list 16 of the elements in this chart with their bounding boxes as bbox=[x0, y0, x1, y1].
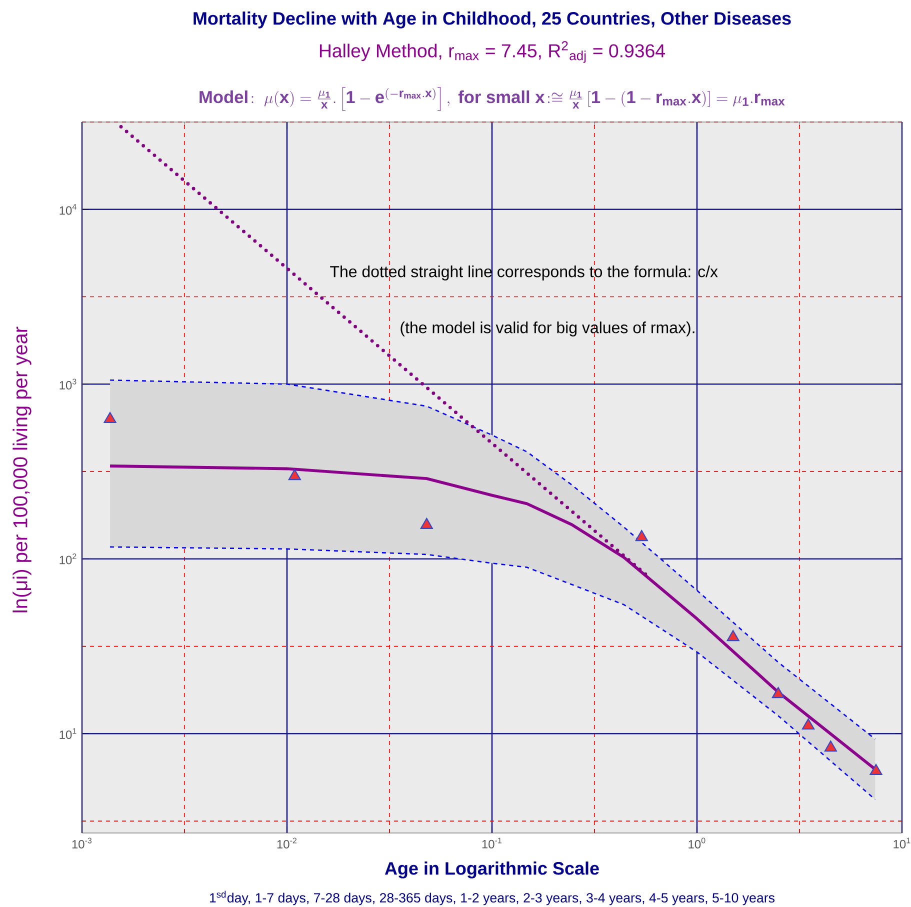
chart-subtitle: Halley Method, r$_{max}$ = 7.45, R$^{2}$$_{adj}$ = 0.9364 bbox=[320, 41, 665, 63]
y-tick-label: 10$^{3}$ bbox=[60, 378, 76, 390]
y-axis-title: ln(μi) per 100,000 living per year bbox=[12, 326, 32, 612]
y-tick-label: 10$^{1}$ bbox=[60, 728, 76, 739]
x-tick-label: 10$^{0}$ bbox=[688, 838, 706, 849]
x-tick-label: 10$^{-1}$ bbox=[482, 838, 502, 848]
y-tick-label: 10$^{2}$ bbox=[60, 553, 76, 564]
x-tick-label: 10$^{-2}$ bbox=[277, 838, 296, 849]
text: $\mathbf{Model\!:\ \mu(x)=\frac{\mu_1}{x}.\left[1-e^{(-r_{max}.x)}\right],\ for\ small\ x\!:\cong\frac{\mu_1}{x}\left[1-(1-r_{max}.x)\right]=\mu_1.r_{max}}$ bbox=[200, 86, 785, 111]
x-axis-title: Age in Logarithmic Scale bbox=[384, 862, 599, 878]
annotation: (the model is valid for big values of rmax). bbox=[400, 322, 694, 336]
chart-title: Mortality Decline with Age in Childhood, 25 Countries, Other Diseases bbox=[194, 12, 791, 28]
text: 1$^{sd}$day, 1-7 days, 7-28 days, 28-365 days, 1-2 years, 2-3 years, 3-4 years, 4-5 years, 5-10 years bbox=[210, 890, 775, 906]
x-tick-label: 10$^{1}$ bbox=[894, 838, 910, 848]
x-tick-label: 10$^{-3}$ bbox=[72, 838, 92, 849]
y-tick-label: 10$^{4}$ bbox=[60, 204, 76, 215]
